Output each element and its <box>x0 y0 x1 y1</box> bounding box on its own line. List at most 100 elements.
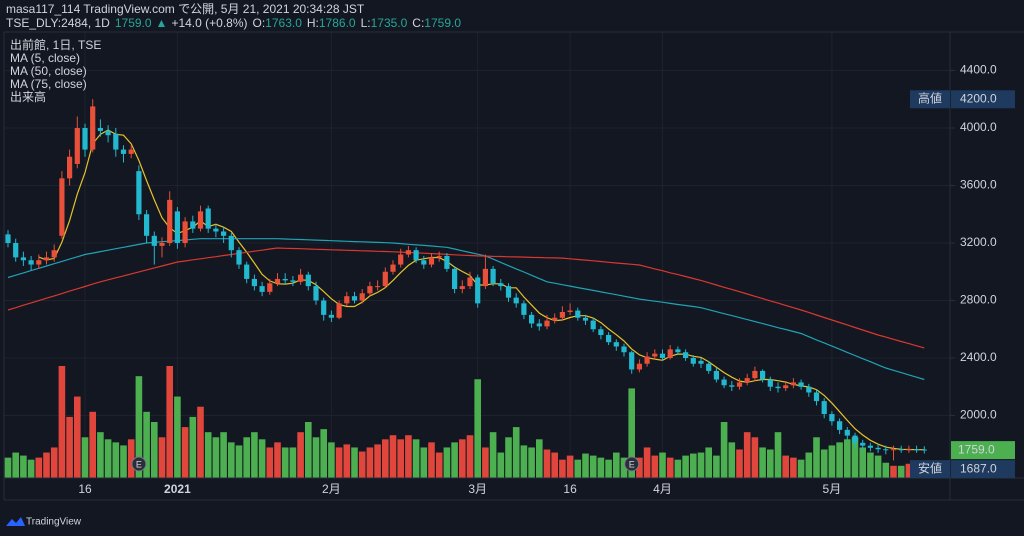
candle-body <box>67 156 73 179</box>
candle-body <box>328 314 334 318</box>
x-tick-label: 2021 <box>164 482 191 496</box>
candle-body <box>844 429 850 436</box>
candle-body <box>405 250 411 255</box>
legend-entry: MA (5, close) <box>10 51 80 65</box>
volume-bar <box>512 427 520 478</box>
volume-bar <box>451 442 458 478</box>
candle-body <box>105 130 111 136</box>
candle-body <box>244 264 250 279</box>
candle-body <box>852 435 858 443</box>
volume-bar <box>836 442 843 478</box>
volume-bar <box>328 442 335 478</box>
low-label: 安値 <box>918 460 942 475</box>
candle-body <box>20 257 26 261</box>
candle-body <box>914 449 920 451</box>
candle-body <box>436 255 442 258</box>
volume-bar <box>505 437 512 478</box>
candle-body <box>321 300 327 315</box>
candle-body <box>298 274 304 282</box>
volume-bar <box>551 452 558 478</box>
header-item: 1735.0 <box>371 16 408 30</box>
volume-bar <box>382 439 389 478</box>
volume-bar <box>189 416 197 478</box>
candle-body <box>767 379 773 387</box>
header-line2: TSE_DLY:2484, 1D 1759.0 ▲ +14.0 (+0.8%) O:17… <box>6 16 461 30</box>
candle-body <box>513 297 519 304</box>
y-tick-label: 2800.0 <box>960 293 997 307</box>
volume-bar <box>582 453 589 478</box>
candle-body <box>490 268 496 284</box>
candle-body <box>636 363 642 370</box>
candle-body <box>505 286 512 298</box>
candle-body <box>128 149 134 154</box>
candle-body <box>228 235 234 251</box>
volume-bar <box>443 447 451 478</box>
candle-body <box>675 349 681 353</box>
volume-bar <box>405 435 412 478</box>
candle-body <box>760 370 766 380</box>
volume-bar <box>844 439 851 478</box>
volume-bar <box>81 437 89 478</box>
volume-bar <box>258 439 266 478</box>
candle-body <box>582 317 589 321</box>
candle-body <box>221 231 227 236</box>
candle-body <box>544 320 550 327</box>
header-item: C: <box>412 16 424 30</box>
candle-body <box>837 421 843 430</box>
candle-body <box>690 357 696 364</box>
volume-bar <box>905 463 913 478</box>
low-value: 1687.0 <box>960 461 997 475</box>
candle-body <box>236 250 242 265</box>
volume-bar <box>813 437 820 478</box>
legend-entry: MA (75, close) <box>10 77 87 91</box>
volume-bar <box>659 452 666 478</box>
candle-body <box>598 329 604 335</box>
candle-body <box>552 317 558 321</box>
candle-body <box>120 149 127 154</box>
volume-bar <box>890 465 897 478</box>
candle-body <box>613 342 619 347</box>
candle-body <box>521 303 527 315</box>
axes: 2000.0 2400.0 2800.0 3200.0 3600.0 4000.0 4400… <box>78 63 1015 496</box>
volume-bar <box>366 447 374 478</box>
volume-bar <box>335 447 343 478</box>
x-tick-label: 5月 <box>823 482 842 496</box>
volume-bar <box>666 457 674 478</box>
volume-bar <box>104 439 112 478</box>
event-label: E <box>629 459 635 469</box>
candle-body <box>706 363 712 371</box>
volume-bar <box>135 376 143 478</box>
volume-bar <box>520 445 528 478</box>
y-tick-label: 2000.0 <box>960 408 997 422</box>
candle-body <box>159 242 165 246</box>
candle-body <box>482 268 488 287</box>
candle-body <box>906 449 912 451</box>
volume-bar <box>266 447 274 478</box>
volume-bar <box>43 452 50 478</box>
candle-body <box>82 128 88 150</box>
volume-bar <box>66 416 73 478</box>
candle-body <box>621 346 627 353</box>
x-tick-label: 16 <box>563 482 577 496</box>
ma-line <box>7 238 925 381</box>
volume-bar <box>543 449 551 478</box>
candle-body <box>113 133 119 150</box>
candle-body <box>921 449 927 451</box>
volume-bar <box>805 452 813 478</box>
low-label-box <box>910 460 950 479</box>
volume-bar <box>489 432 497 478</box>
candle-body <box>251 278 257 287</box>
candle-body <box>860 442 866 446</box>
volume-bar <box>50 447 58 478</box>
last-value: 1759.0 <box>958 442 995 456</box>
volume-bar <box>851 437 859 478</box>
candle-body <box>698 360 704 364</box>
y-tick-label: 3200.0 <box>960 235 997 249</box>
volume-bar <box>697 452 705 478</box>
candle-body <box>144 214 150 236</box>
candle-body <box>467 277 473 287</box>
volume-bar <box>151 422 158 478</box>
candle-body <box>813 392 820 402</box>
candle-body <box>798 382 804 387</box>
